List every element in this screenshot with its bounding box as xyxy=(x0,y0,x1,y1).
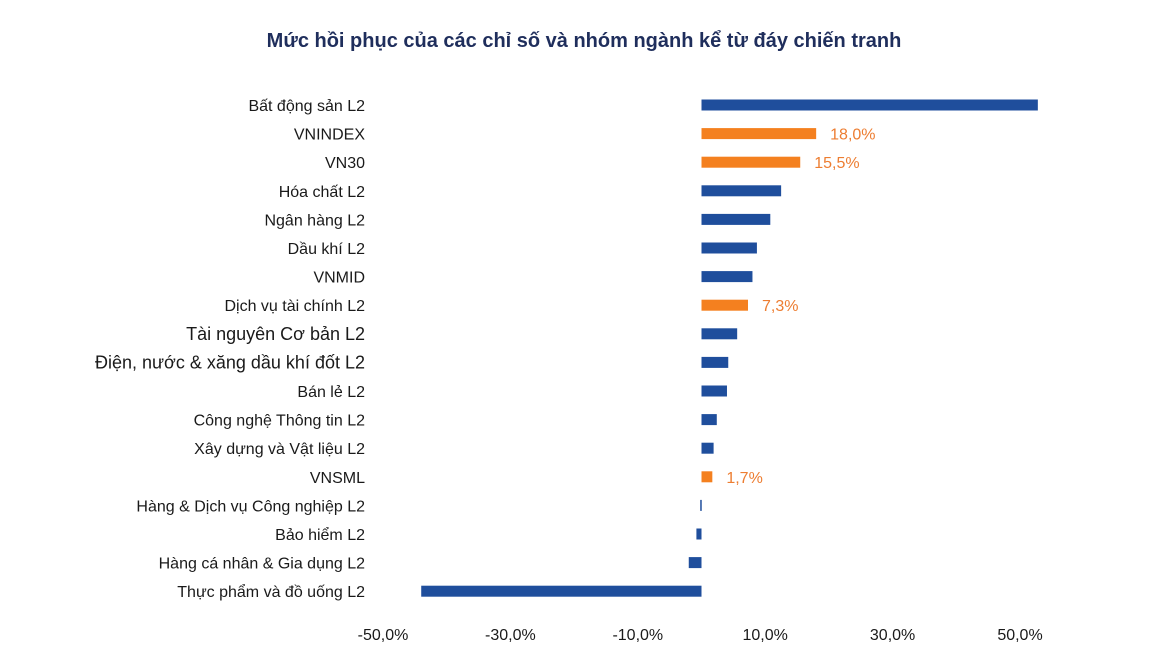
bar-5 xyxy=(701,242,757,254)
bar-15 xyxy=(696,528,702,540)
category-label-15: Bảo hiểm L2 xyxy=(275,526,365,544)
category-label-17: Thực phẩm và đồ uống L2 xyxy=(177,583,365,601)
category-label-9: Điện, nước & xăng dầu khí đốt L2 xyxy=(95,352,365,372)
x-tick-label-2: -10,0% xyxy=(612,627,663,644)
data-label-13: 1,7% xyxy=(726,470,762,487)
bar-17 xyxy=(421,585,702,597)
bar-9 xyxy=(701,356,729,368)
x-tick-label-0: -50,0% xyxy=(358,627,409,644)
bar-10 xyxy=(701,385,727,397)
category-label-16: Hàng cá nhân & Gia dụng L2 xyxy=(159,556,365,573)
data-labels: 18,0% 15,5% 7,3% 1,7% xyxy=(726,127,875,487)
bar-12 xyxy=(701,442,714,454)
category-label-2: VN30 xyxy=(325,155,365,172)
category-label-3: Hóa chất L2 xyxy=(279,184,365,201)
x-tick-label-1: -30,0% xyxy=(485,627,536,644)
bar-7 xyxy=(701,299,749,311)
category-label-10: Bán lẻ L2 xyxy=(297,384,365,401)
bar-11 xyxy=(701,414,717,426)
category-label-8: Tài nguyên Cơ bản L2 xyxy=(186,324,365,344)
data-label-7: 7,3% xyxy=(762,298,798,315)
category-label-4: Ngân hàng L2 xyxy=(264,212,365,229)
category-label-13: VNSML xyxy=(310,470,365,487)
bar-4 xyxy=(701,213,771,225)
category-label-5: Dầu khí L2 xyxy=(288,241,365,258)
x-tick-label-4: 30,0% xyxy=(870,627,915,644)
bar-14 xyxy=(700,499,702,511)
bar-2 xyxy=(701,156,801,168)
bar-3 xyxy=(701,185,782,197)
category-label-0: Bất động sản L2 xyxy=(248,98,365,115)
x-axis-tick-labels: -50,0% -30,0% -10,0% 10,0% 30,0% 50,0% xyxy=(358,627,1043,644)
bar-8 xyxy=(701,328,738,340)
bar-0 xyxy=(701,99,1038,111)
bar-1 xyxy=(701,128,817,140)
category-label-11: Công nghệ Thông tin L2 xyxy=(194,413,366,430)
data-label-2: 15,5% xyxy=(814,155,859,172)
data-label-1: 18,0% xyxy=(830,127,875,144)
bar-16 xyxy=(688,557,702,569)
category-label-6: VNMID xyxy=(313,270,365,287)
bar-6 xyxy=(701,271,753,283)
x-tick-label-5: 50,0% xyxy=(997,627,1042,644)
category-label-1: VNINDEX xyxy=(294,127,365,144)
category-label-14: Hàng & Dịch vụ Công nghiệp L2 xyxy=(136,498,365,515)
bars-layer xyxy=(421,99,1038,597)
category-label-7: Dịch vụ tài chính L2 xyxy=(224,298,365,315)
category-label-12: Xây dựng và Vật liệu L2 xyxy=(194,441,365,458)
chart-title: Mức hồi phục của các chỉ số và nhóm ngàn… xyxy=(266,30,902,52)
x-tick-label-3: 10,0% xyxy=(743,627,788,644)
bar-13 xyxy=(701,471,713,483)
category-labels: Bất động sản L2 VNINDEX VN30 Hóa chất L2 Ngâ… xyxy=(95,98,365,601)
